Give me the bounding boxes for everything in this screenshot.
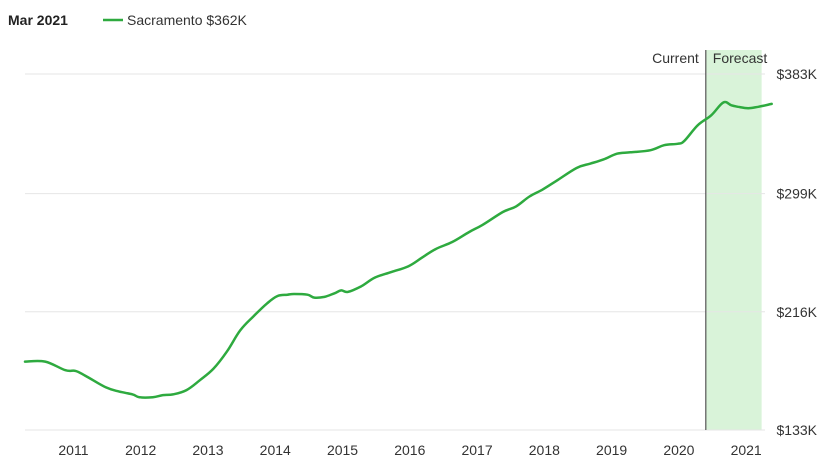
- x-tick-label: 2018: [529, 442, 560, 458]
- y-tick-label: $133K: [777, 422, 818, 438]
- forecast-region: [705, 50, 762, 430]
- x-tick-label: 2013: [192, 442, 223, 458]
- x-tick-label: 2012: [125, 442, 156, 458]
- x-tick-label: 2017: [461, 442, 492, 458]
- y-axis-ticks: $383K $299K $216K $133K: [777, 66, 818, 438]
- x-tick-label: 2021: [731, 442, 762, 458]
- legend-series-label: Sacramento $362K: [127, 12, 248, 28]
- y-tick-label: $299K: [777, 186, 818, 202]
- x-tick-label: 2019: [596, 442, 627, 458]
- x-tick-label: 2015: [327, 442, 358, 458]
- series-line-sacramento: [23, 100, 773, 399]
- y-tick-label: $383K: [777, 66, 818, 82]
- gridlines: [25, 73, 765, 431]
- x-tick-label: 2016: [394, 442, 425, 458]
- current-label: Current: [652, 50, 699, 66]
- x-tick-label: 2011: [58, 442, 88, 458]
- x-axis-ticks: 2011 2012 2013 2014 2015 2016 2017 2018 2019 2020…: [58, 442, 762, 458]
- y-tick-label: $216K: [777, 304, 818, 320]
- x-tick-label: 2014: [260, 442, 291, 458]
- x-tick-label: 2020: [663, 442, 694, 458]
- legend-date: Mar 2021: [8, 12, 68, 28]
- forecast-label: Forecast: [713, 50, 768, 66]
